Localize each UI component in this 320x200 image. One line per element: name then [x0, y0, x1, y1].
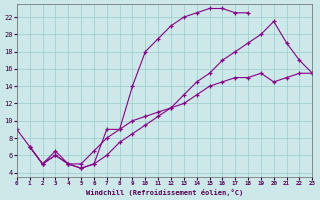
X-axis label: Windchill (Refroidissement éolien,°C): Windchill (Refroidissement éolien,°C): [86, 189, 243, 196]
